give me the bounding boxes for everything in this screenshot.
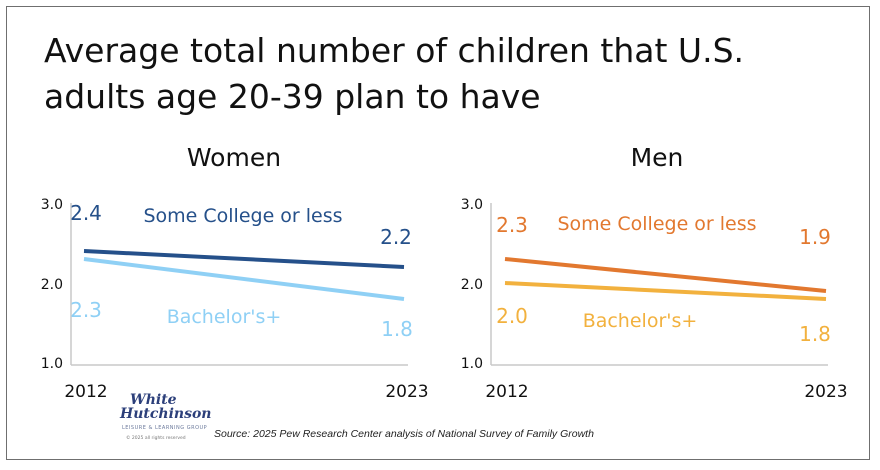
ytick-men-1: 1.0: [461, 356, 483, 372]
series-label-men-bachelors: Bachelor's+: [583, 310, 698, 332]
slide-frame: [6, 6, 870, 460]
xtick-men-2012: 2012: [485, 382, 528, 402]
series-label-women-bachelors: Bachelor's+: [167, 306, 282, 328]
value-label-women-some-college-2012: 2.4: [70, 201, 102, 225]
panel-title-men: Men: [631, 143, 684, 172]
panel-title-women: Women: [187, 143, 281, 172]
ytick-women-1: 1.0: [41, 356, 63, 372]
series-label-men-some-college: Some College or less: [557, 213, 756, 235]
source-note: Source: 2025 Pew Research Center analysi…: [214, 428, 594, 440]
series-line-men-bachelors: [504, 281, 827, 301]
series-label-women-some-college: Some College or less: [143, 205, 342, 227]
white-hutchinson-logo: White Hutchinson LEISURE & LEARNING GROU…: [120, 392, 211, 450]
panel-men: Men 3.0 2.0 1.0 2012 2023 2.3 1.9 Some C…: [461, 143, 848, 402]
ytick-men-2: 2.0: [461, 277, 483, 293]
value-label-women-some-college-2023: 2.2: [380, 225, 412, 249]
panel-women: Women 3.0 2.0 1.0 2012 2023 2.4 2.2 Some…: [41, 143, 429, 402]
logo-copyright: © 2025 all rights reserved: [126, 436, 186, 441]
xtick-men-2023: 2023: [804, 382, 847, 402]
xtick-women-2023: 2023: [385, 382, 428, 402]
value-label-men-some-college-2023: 1.9: [799, 225, 831, 249]
series-line-women-some-college: [83, 249, 405, 269]
ytick-men-3: 3.0: [461, 197, 483, 213]
logo-line-2: Hutchinson: [120, 406, 212, 422]
xtick-women-2012: 2012: [64, 382, 107, 402]
logo-tagline: LEISURE & LEARNING GROUP: [122, 425, 208, 431]
chart-title: Average total number of children that U.…: [44, 31, 745, 116]
series-line-men-some-college: [504, 257, 827, 293]
value-label-men-some-college-2012: 2.3: [496, 213, 528, 237]
value-label-men-bachelors-2012: 2.0: [496, 304, 528, 328]
logo-line-1: White: [130, 392, 177, 408]
ytick-women-3: 3.0: [41, 197, 63, 213]
ytick-women-2: 2.0: [41, 277, 63, 293]
series-line-women-bachelors: [83, 257, 405, 301]
value-label-women-bachelors-2012: 2.3: [70, 298, 102, 322]
value-label-women-bachelors-2023: 1.8: [381, 317, 413, 341]
value-label-men-bachelors-2023: 1.8: [799, 322, 831, 346]
